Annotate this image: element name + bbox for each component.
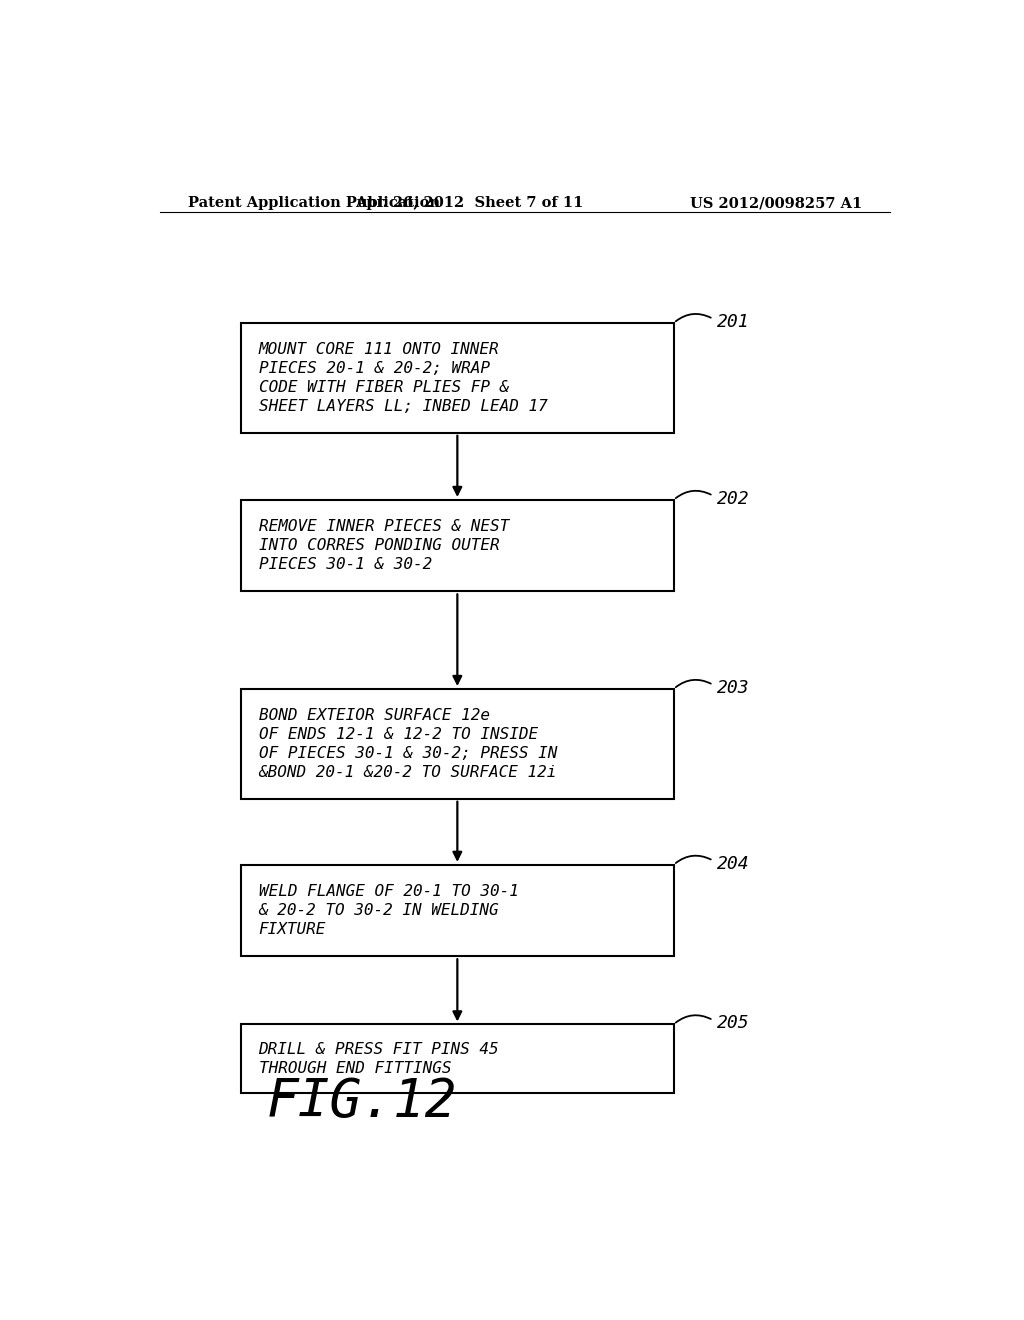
Bar [241,865,674,956]
Bar [241,323,674,433]
Text: DRILL & PRESS FIT PINS 45
THROUGH END FITTINGS: DRILL & PRESS FIT PINS 45 THROUGH END FI… [258,1041,499,1076]
Bar [241,1024,674,1093]
Text: REMOVE INNER PIECES & NEST
INTO CORRES PONDING OUTER
PIECES 30-1 & 30-2: REMOVE INNER PIECES & NEST INTO CORRES P… [258,519,509,573]
Text: BOND EXTEIOR SURFACE 12e
OF ENDS 12-1 & 12-2 TO INSIDE
OF PIECES 30-1 & 30-2; PR: BOND EXTEIOR SURFACE 12e OF ENDS 12-1 & … [258,708,557,780]
Text: 202: 202 [717,490,750,508]
Text: MOUNT CORE 111 ONTO INNER
PIECES 20-1 & 20-2; WRAP
CODE WITH FIBER PLIES FP &
SH: MOUNT CORE 111 ONTO INNER PIECES 20-1 & … [258,342,547,414]
Text: 203: 203 [717,678,750,697]
Text: WELD FLANGE OF 20-1 TO 30-1
& 20-2 TO 30-2 IN WELDING
FIXTURE: WELD FLANGE OF 20-1 TO 30-1 & 20-2 TO 30… [258,884,518,937]
Text: Patent Application Publication: Patent Application Publication [187,197,439,210]
Bar [241,689,674,799]
Text: FIG.12: FIG.12 [267,1076,458,1127]
Text: US 2012/0098257 A1: US 2012/0098257 A1 [690,197,862,210]
Text: Apr. 26, 2012  Sheet 7 of 11: Apr. 26, 2012 Sheet 7 of 11 [355,197,584,210]
Text: 205: 205 [717,1014,750,1032]
Text: 204: 204 [717,854,750,873]
Bar [241,500,674,591]
Text: 201: 201 [717,313,750,331]
